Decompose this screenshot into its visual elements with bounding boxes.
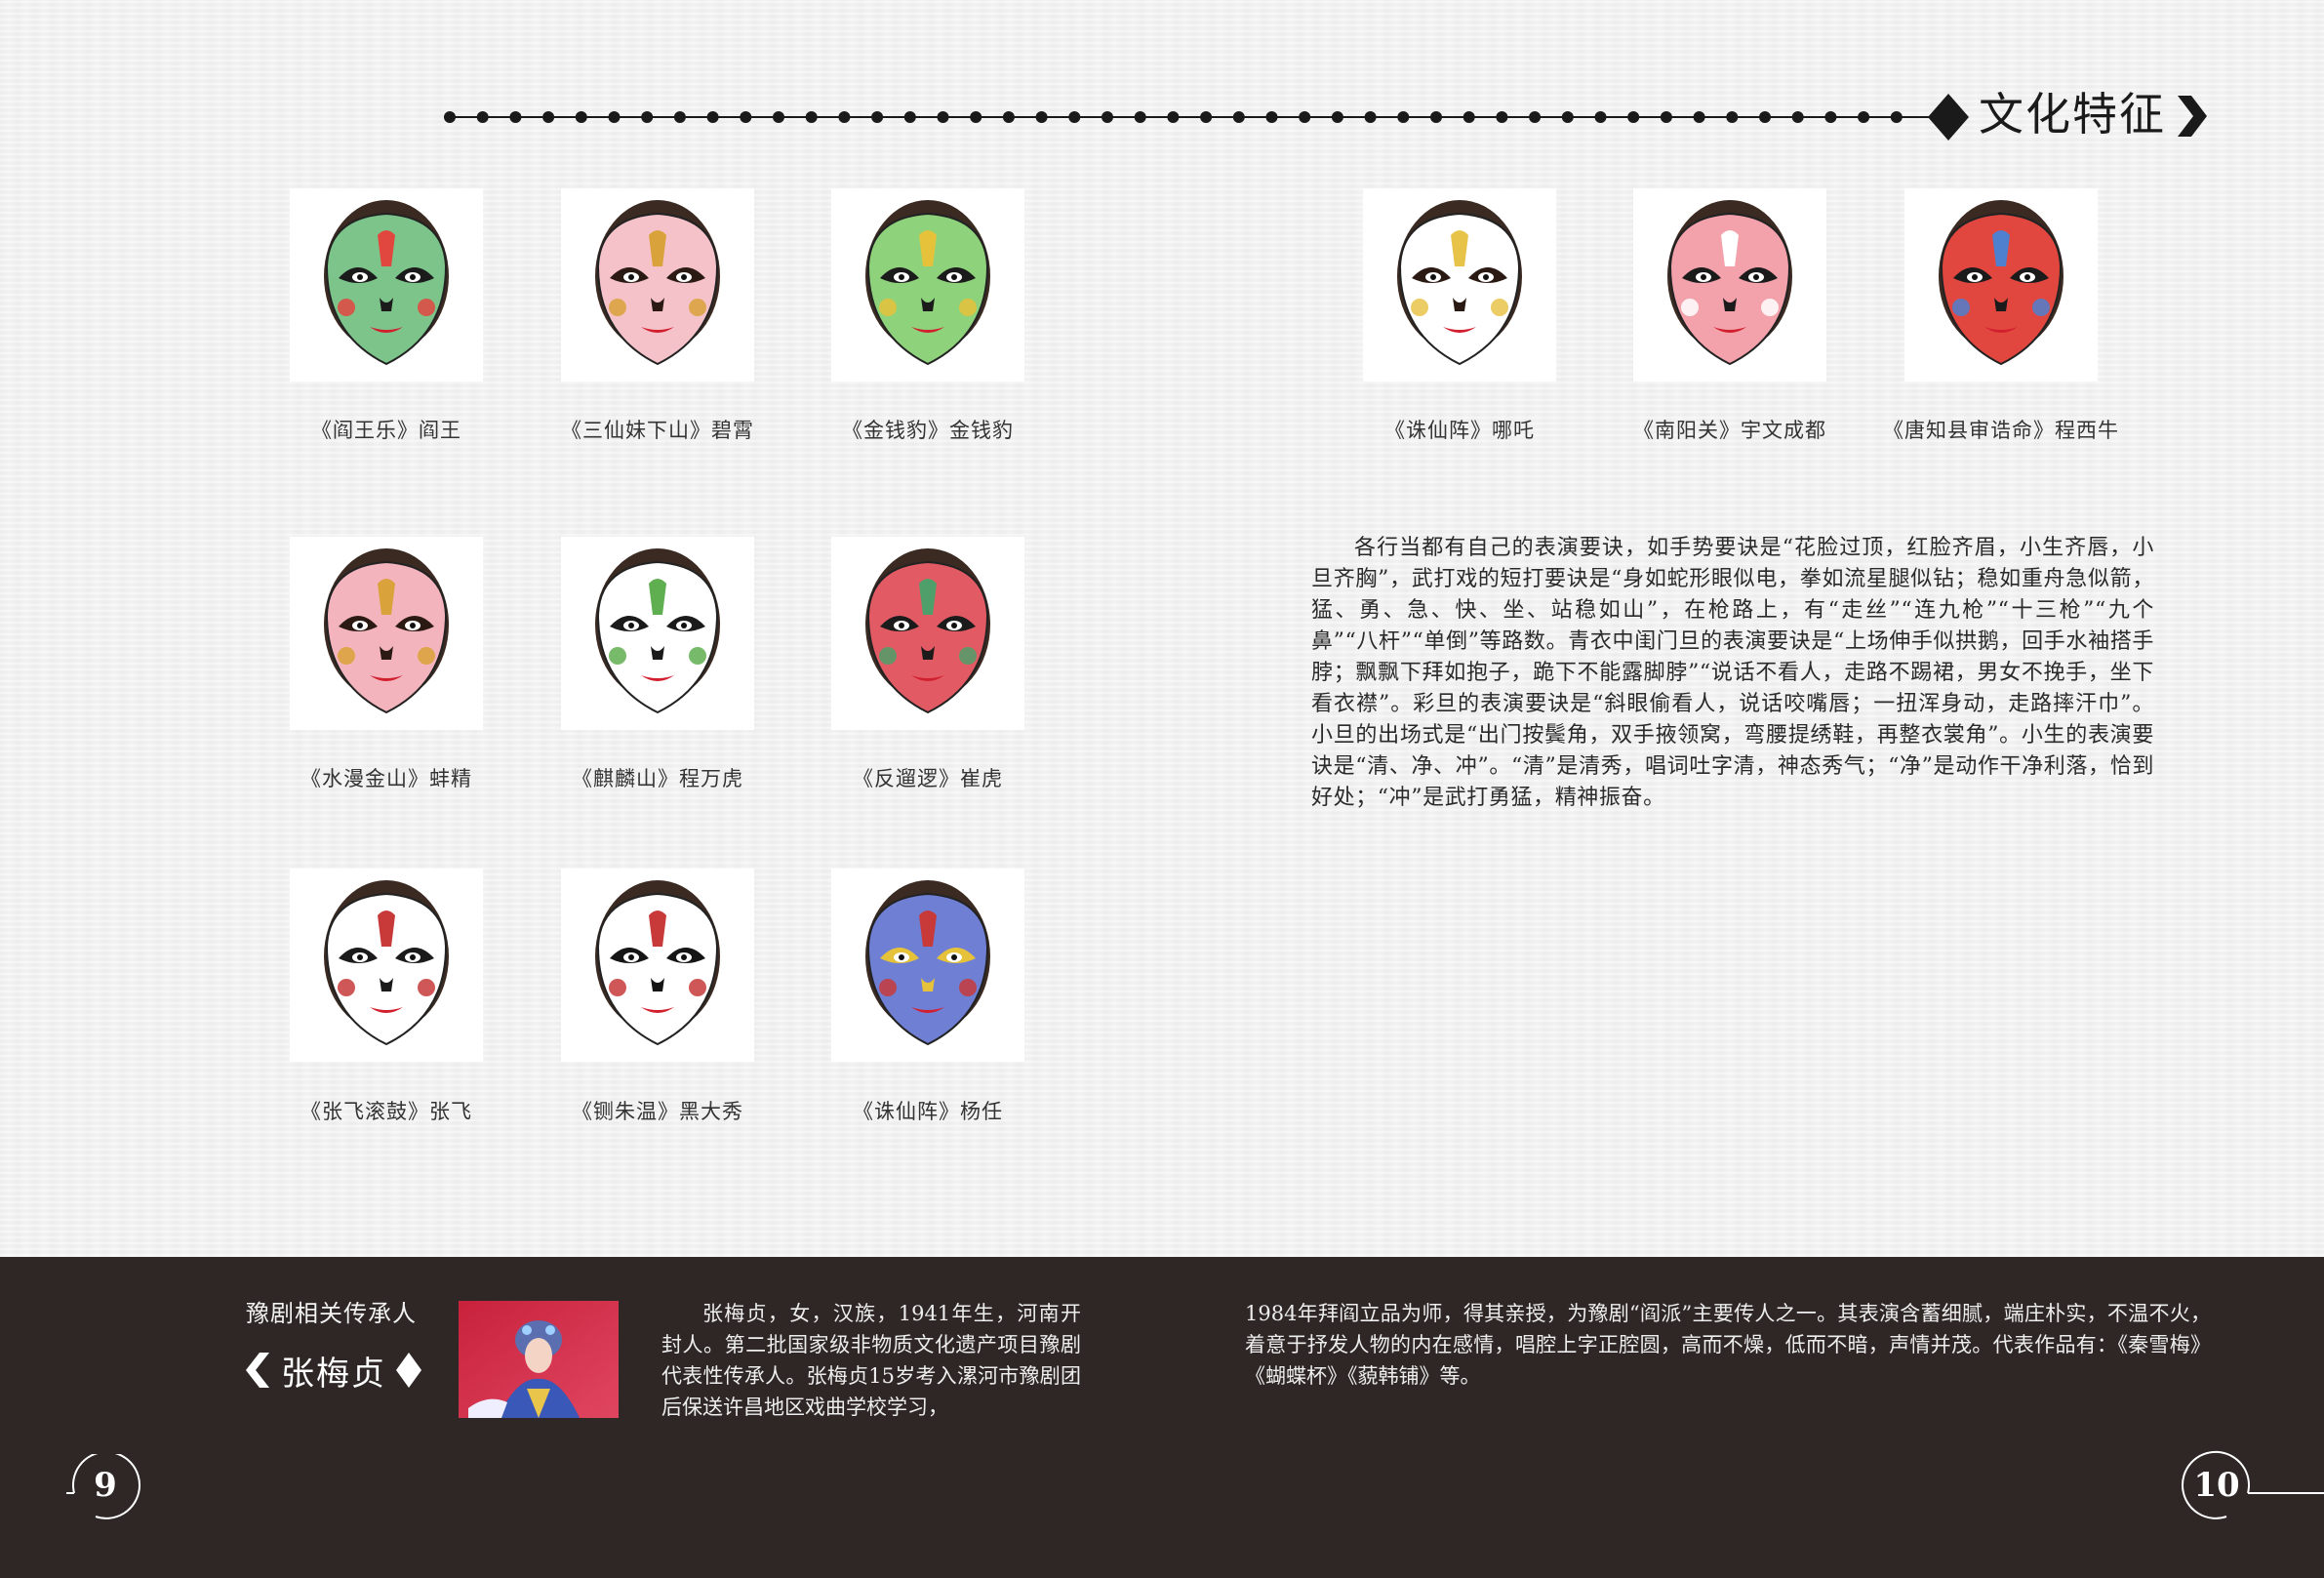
opera-mask-icon [595, 548, 720, 714]
header-dot [1791, 111, 1804, 123]
opera-mask-icon [865, 880, 990, 1046]
left-chevron-icon [246, 1353, 269, 1388]
mask-caption: 《阎王乐》阎王 [311, 419, 461, 442]
header-dot [476, 111, 489, 123]
opera-mask-icon [1939, 200, 2064, 366]
header-dot [608, 111, 621, 123]
header-dot [444, 111, 456, 123]
opera-mask-icon [324, 200, 449, 366]
opera-mask-icon [865, 200, 990, 366]
header-dot [1890, 111, 1903, 123]
header-dot [773, 111, 784, 123]
mask-caption: 《南阳关》宇文成都 [1633, 419, 1826, 442]
header-dot [1102, 111, 1113, 123]
inheritor-name-block: 张梅贞 [244, 1343, 423, 1397]
mask-caption: 《反遛逻》崔虎 [853, 767, 1003, 790]
header-dot [1496, 111, 1508, 123]
opera-mask-image [1904, 188, 2098, 382]
opera-mask-image [290, 537, 483, 730]
mask-caption: 《三仙妹下山》碧霄 [561, 419, 754, 442]
header-dot [903, 111, 916, 123]
mask-caption: 《诛仙阵》杨任 [853, 1100, 1003, 1123]
header-dot [1232, 111, 1245, 123]
header-dot [641, 111, 654, 123]
opera-mask-image [1633, 188, 1826, 382]
header-dot [542, 111, 555, 123]
inheritor-label: 豫剧相关传承人 [246, 1300, 417, 1327]
title-diamond-icon [1928, 94, 1969, 141]
header-dot [1299, 111, 1311, 123]
header-dot [1627, 111, 1640, 123]
opera-mask-image [290, 869, 483, 1062]
mask-caption: 《水漫金山》蚌精 [301, 767, 472, 790]
header-dot [740, 111, 752, 123]
inheritor-bio-part2: 1984年拜阎立品为师，得其亲授，为豫剧“阎派”主要传人之一。其表演含蓄细腻，端… [1245, 1302, 2211, 1388]
opera-mask-icon [595, 200, 720, 366]
opera-mask-image [561, 188, 754, 382]
mask-caption: 《诛仙阵》哪吒 [1384, 419, 1535, 442]
header-dot [706, 111, 719, 123]
header-dot [673, 111, 686, 123]
header-dot [1858, 111, 1870, 123]
opera-mask-icon [324, 880, 449, 1046]
inheritor-portrait [459, 1301, 619, 1418]
mask-caption: 《唐知县审诰命》程西牛 [1883, 419, 2119, 442]
header-dot [1331, 111, 1343, 123]
page-number-left-text: 9 [94, 1466, 117, 1505]
title-chevron-icon [2178, 96, 2207, 137]
header-dot [1561, 111, 1574, 123]
header-dot [1726, 111, 1739, 123]
opera-mask-icon [324, 548, 449, 714]
header-dot [1824, 111, 1837, 123]
opera-mask-image [561, 869, 754, 1062]
header-dot [838, 111, 851, 123]
mask-caption: 《金钱豹》金钱豹 [842, 419, 1014, 442]
header-dotted-rule [444, 111, 1946, 123]
opera-mask-icon [1667, 200, 1792, 366]
opera-mask-icon [595, 880, 720, 1046]
header-dot [805, 111, 818, 123]
header-dot [1463, 111, 1475, 123]
header-dot [1660, 111, 1672, 123]
header-dot [575, 111, 587, 123]
header-dot [1759, 111, 1771, 123]
header-dot [871, 111, 884, 123]
inheritor-name: 张梅贞 [281, 1354, 386, 1394]
opera-mask-icon [865, 548, 990, 714]
header-dot [1035, 111, 1048, 123]
performance-tips-paragraph: 各行当都有自己的表演要诀，如手势要诀是“花脸过顶，红脸齐眉，小生齐唇，小旦齐胸”… [1311, 536, 2154, 810]
opera-mask-image [831, 869, 1024, 1062]
opera-mask-image [561, 537, 754, 730]
opera-mask-image [831, 188, 1024, 382]
header-dot [1529, 111, 1542, 123]
opera-mask-image [1363, 188, 1556, 382]
header-dot [1200, 111, 1213, 123]
header-dot [1002, 111, 1015, 123]
header-dot [1397, 111, 1410, 123]
header-dot [1265, 111, 1278, 123]
page-number-left: 9 [66, 1454, 144, 1522]
header-dot [1167, 111, 1180, 123]
opera-mask-image [290, 188, 483, 382]
page-number-right-text: 10 [2193, 1466, 2240, 1505]
header-dot [1364, 111, 1377, 123]
inheritor-band [0, 1257, 2324, 1578]
header-dot [937, 111, 949, 123]
header-dot [1430, 111, 1442, 123]
mask-caption: 《麒麟山》程万虎 [572, 767, 743, 790]
diamond-icon [396, 1353, 421, 1388]
header-dot [1134, 111, 1146, 123]
header-dot [1068, 111, 1081, 123]
mask-caption: 《铡朱温》黑大秀 [572, 1100, 743, 1123]
inheritor-bio-part1: 张梅贞，女，汉族，1941年生，河南开封人。第二批国家级非物质文化遗产项目豫剧代… [661, 1302, 1081, 1419]
page-number-right: 10 [2178, 1450, 2324, 1522]
mask-caption: 《张飞滚鼓》张飞 [301, 1100, 472, 1123]
header-dot [1594, 111, 1607, 123]
opera-mask-image [831, 537, 1024, 730]
section-title: 文化特征 [1979, 88, 2166, 141]
header-dot [509, 111, 522, 123]
header-dot [1693, 111, 1705, 123]
header-dot [970, 111, 982, 123]
opera-mask-icon [1397, 200, 1522, 366]
